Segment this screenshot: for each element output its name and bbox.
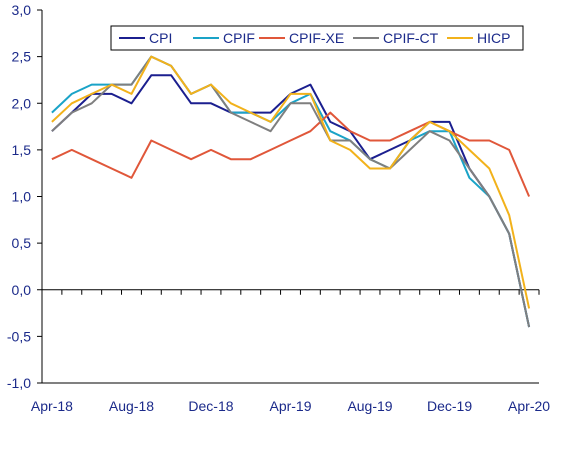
chart-axes [37,9,540,384]
x-tick-label: Apr-18 [31,398,73,414]
y-tick-label: -1,0 [7,375,31,391]
x-tick-label: Apr-19 [269,398,311,414]
y-tick-label: 2,0 [12,95,32,111]
x-tick-label: Aug-19 [347,398,392,414]
legend-label-cpif: CPIF [223,30,255,46]
series-lines [51,55,531,328]
y-tick-label: 0,0 [12,282,32,298]
y-tick-label: 3,0 [12,2,32,18]
y-tick-label: -0,5 [7,328,31,344]
x-tick-label: Dec-19 [427,398,472,414]
series-line-cpif-ct [51,55,531,328]
y-tick-label: 1,0 [12,189,32,205]
series-line-cpif-xe [51,111,531,197]
y-tick-label: 2,5 [12,49,32,65]
x-tick-label: Apr-20 [508,398,550,414]
legend-label-cpif-ct: CPIF-CT [383,30,439,46]
y-tick-label: 0,5 [12,235,32,251]
series-line-cpif [51,55,531,328]
y-tick-label: 1,5 [12,142,32,158]
legend-label-cpi: CPI [149,30,172,46]
chart-legend: CPI CPIF CPIF-XE CPIF-CT HICP [110,25,524,51]
x-tick-label: Dec-18 [188,398,233,414]
series-line-hicp [51,55,531,309]
legend-label-hicp: HICP [477,30,510,46]
x-tick-label: Aug-18 [109,398,154,414]
legend-label-cpif-xe: CPIF-XE [289,30,344,46]
